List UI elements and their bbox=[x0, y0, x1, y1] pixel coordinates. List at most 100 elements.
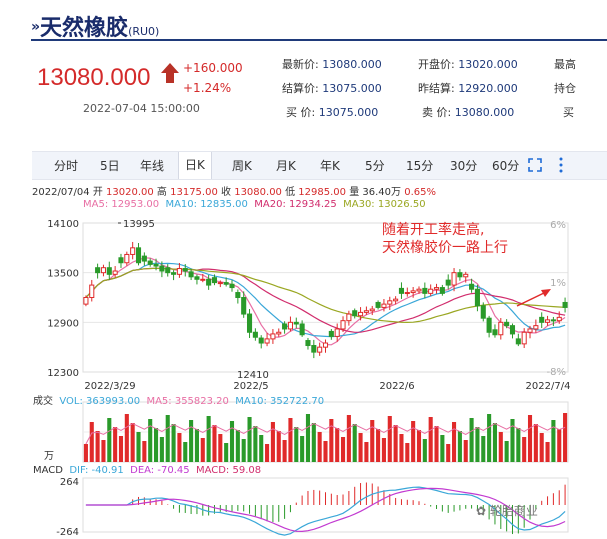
tab-weekly-k[interactable]: 周K bbox=[232, 159, 252, 173]
change-percent: +1.24% bbox=[183, 81, 232, 95]
candle-body bbox=[486, 317, 492, 333]
volume-bar bbox=[469, 418, 474, 462]
quote-settle: 结算价: 13075.000 bbox=[282, 82, 382, 95]
candle-body bbox=[387, 300, 393, 305]
candle-body bbox=[480, 305, 486, 319]
watermark: ✿ 轮胎商业 bbox=[476, 504, 538, 518]
volume-bar bbox=[288, 418, 293, 462]
volume-bar bbox=[107, 418, 112, 462]
candle-body bbox=[328, 330, 334, 337]
candle-body bbox=[229, 283, 235, 289]
tab-5min[interactable]: 5分 bbox=[365, 159, 385, 173]
volume-bar bbox=[171, 424, 176, 462]
up-arrow-icon bbox=[161, 63, 179, 83]
macd-bottom-tick: -264 bbox=[56, 527, 79, 538]
tab-monthly-k[interactable]: 月K bbox=[276, 159, 296, 173]
candle-body bbox=[159, 265, 165, 272]
tab-15min[interactable]: 15分 bbox=[406, 159, 434, 173]
volume-bar bbox=[229, 421, 235, 462]
tab-30min[interactable]: 30分 bbox=[450, 159, 478, 173]
candle-body bbox=[509, 325, 516, 335]
double-chevron-icon: » bbox=[31, 19, 41, 35]
volume-bar bbox=[159, 437, 164, 462]
volume-bar bbox=[89, 422, 94, 462]
volume-bar bbox=[370, 420, 375, 462]
candle-body bbox=[317, 346, 323, 353]
candle-body bbox=[299, 323, 305, 336]
candle-body bbox=[217, 282, 223, 285]
x-tick-label: 2022/7/4 bbox=[526, 381, 571, 392]
header-divider bbox=[31, 39, 607, 41]
price-panel-frame bbox=[82, 222, 569, 373]
fullscreen-icon[interactable] bbox=[528, 158, 542, 172]
candle-body bbox=[194, 276, 200, 280]
quote-open: 开盘价: 13020.000 bbox=[418, 58, 518, 71]
volume-bar bbox=[352, 424, 357, 462]
candle-body bbox=[492, 329, 498, 336]
candle-body bbox=[241, 297, 247, 315]
volume-bar bbox=[270, 422, 275, 462]
volume-bar bbox=[265, 444, 270, 462]
candle-body bbox=[206, 278, 212, 286]
candle-body bbox=[404, 292, 410, 295]
candle-body bbox=[106, 267, 112, 275]
macd-top-tick: 264 bbox=[60, 477, 79, 488]
candle-body bbox=[504, 321, 510, 327]
volume-bar bbox=[183, 442, 188, 462]
candle-body bbox=[165, 267, 171, 274]
min-price-label: 12410 bbox=[237, 370, 269, 381]
tab-yearly-k[interactable]: 年K bbox=[320, 159, 340, 173]
candle-body bbox=[439, 287, 445, 294]
candle-body bbox=[469, 283, 475, 290]
candle-body bbox=[124, 253, 130, 264]
candle-body bbox=[264, 338, 270, 344]
candle-body bbox=[287, 321, 293, 330]
annotation-line-2: 天然橡胶价一路上行 bbox=[382, 240, 508, 256]
candle-body bbox=[369, 308, 375, 312]
candle-body bbox=[252, 331, 258, 338]
candle-body bbox=[171, 272, 177, 275]
candle-body bbox=[533, 325, 539, 330]
candle-body bbox=[235, 292, 241, 298]
volume-bar bbox=[329, 419, 334, 462]
volume-bar bbox=[481, 436, 486, 462]
candle-body bbox=[550, 319, 556, 322]
tab-year-line[interactable]: 年线 bbox=[140, 159, 165, 173]
candle-body bbox=[363, 310, 369, 313]
candle-body bbox=[311, 345, 317, 353]
tab-time[interactable]: 分时 bbox=[54, 159, 79, 173]
candle-body bbox=[346, 313, 352, 322]
candle-body bbox=[474, 288, 480, 307]
instrument-title: »天然橡胶(RU0) bbox=[31, 10, 159, 42]
candle-body bbox=[141, 255, 147, 262]
right-tick-label: 1% bbox=[550, 278, 566, 289]
volume-bar bbox=[527, 415, 533, 462]
tab-5day[interactable]: 5日 bbox=[100, 159, 120, 173]
candle-body bbox=[515, 338, 521, 345]
period-tabs: 分时 5日 年线 日K 周K 月K 年K 5分 15分 30分 60分 bbox=[32, 151, 607, 180]
volume-bar bbox=[557, 429, 562, 462]
candle-body bbox=[445, 279, 451, 286]
candle-body bbox=[375, 301, 381, 308]
volume-bar bbox=[416, 430, 422, 462]
volume-bar bbox=[282, 440, 287, 462]
volume-bar bbox=[399, 434, 404, 462]
candle-body bbox=[539, 316, 545, 323]
candle-body bbox=[556, 316, 562, 322]
right-tick-label: -8% bbox=[547, 367, 566, 378]
tab-daily-k[interactable]: 日K bbox=[178, 152, 212, 179]
volume-bar bbox=[405, 443, 410, 462]
volume-bar bbox=[522, 437, 527, 462]
candle-body bbox=[498, 321, 504, 336]
volume-bar bbox=[148, 419, 153, 462]
more-options-icon[interactable] bbox=[558, 157, 564, 173]
candle-body bbox=[135, 247, 142, 264]
change-value: +160.000 bbox=[183, 61, 243, 75]
candle-body bbox=[381, 303, 387, 308]
volume-bar bbox=[206, 416, 211, 462]
volume-bar bbox=[335, 428, 340, 462]
ma-legend: MA5: 12953.00 MA10: 12835.00 MA20: 12934… bbox=[83, 199, 426, 210]
tab-60min[interactable]: 60分 bbox=[492, 159, 520, 173]
volume-bar bbox=[498, 432, 503, 462]
macd-legend: MACD DIF: -40.91 DEA: -70.45 MACD: 59.08 bbox=[33, 465, 262, 476]
